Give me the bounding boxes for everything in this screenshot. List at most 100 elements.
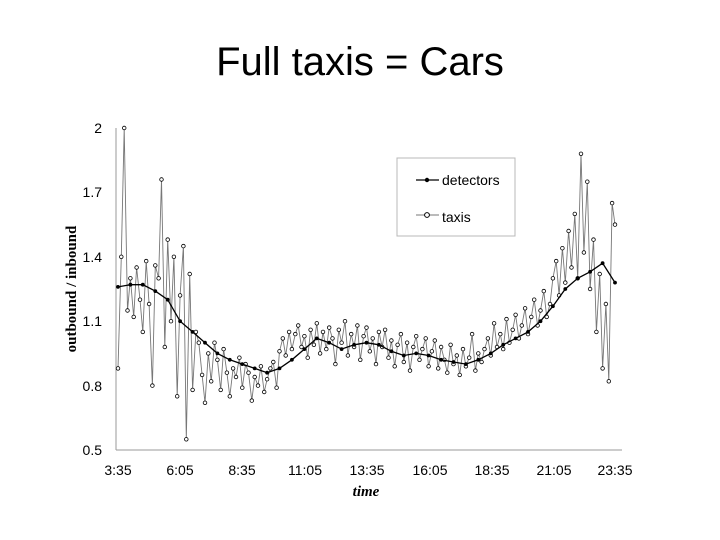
taxis-point [128,276,133,281]
taxis-point [249,398,254,403]
taxis-point [206,351,211,356]
taxis-point [140,329,145,335]
taxis-point [237,355,242,360]
taxis-point [606,379,611,384]
taxis-point [597,271,602,277]
detectors-point [314,336,319,341]
detectors-point [439,357,443,362]
taxis-point [327,325,332,330]
y-axis-title: outbound / inbound [64,225,80,352]
taxis-point [382,327,388,332]
taxis-point [504,316,509,322]
taxis-point [339,340,344,345]
taxis-point [420,346,425,352]
x-tick-label: 13:35 [349,462,384,478]
taxis-point [414,334,419,339]
taxis-point [501,346,506,352]
taxis-point [355,323,360,328]
taxis-point [289,346,295,352]
taxis-point [208,379,214,384]
taxis-point [498,331,503,337]
y-tick-label: 1.1 [83,313,103,329]
detectors-series-line [117,262,616,374]
taxis-point [376,329,382,335]
detectors-point [513,336,518,341]
taxis-point [143,258,149,264]
taxis-point [572,211,577,217]
taxis-point [159,177,164,182]
taxis-point [370,336,375,341]
taxis-point [137,297,143,302]
taxis-point [349,331,354,337]
detectors-point [265,370,269,375]
taxis-point [401,359,406,365]
detectors-point [364,340,369,345]
taxis-point [563,280,568,285]
taxis-point [190,387,195,393]
detectors-point [165,297,170,302]
detectors-point [290,357,294,362]
detectors-point [240,362,245,366]
taxis-point [473,368,478,373]
legend-detectors-marker [424,177,430,183]
detectors-point [203,340,207,345]
taxis-point [221,346,226,352]
taxis-point [333,361,338,367]
taxis-point [482,346,487,352]
detectors-point [352,342,356,347]
taxis-point [224,370,230,375]
taxis-point [612,222,618,227]
taxis-point [146,301,152,307]
detectors-point [116,285,120,289]
taxis-point [230,366,236,371]
taxis-point [233,374,239,380]
taxis-point [218,387,223,393]
taxis-point [212,340,217,345]
taxis-point [317,351,323,356]
taxis-point [519,323,524,328]
taxis-point [491,321,497,326]
taxis-point [115,366,121,371]
taxis-point [438,344,444,350]
y-tick-label: 1.7 [83,184,103,200]
taxis-series-line [117,127,616,440]
taxis-point [293,331,298,337]
detectors-point [227,357,232,362]
taxis-point [479,359,484,365]
taxis-point [246,370,251,375]
taxis-point [554,258,559,264]
taxis-point [585,179,590,184]
detectors-point [377,342,381,347]
taxis-point [392,364,397,369]
taxis-point [364,325,369,330]
taxis-point [407,368,413,373]
x-axis: 3:35 6:05 8:35 11:05 13:35 16:05 18:35 2… [104,449,633,478]
taxis-point [320,329,326,335]
taxis-point [134,265,139,270]
detectors-point [526,330,530,334]
taxis-point [280,336,285,341]
taxis-point [367,349,372,354]
taxis-point [131,314,136,320]
detectors-point [551,304,555,309]
legend-taxis-label: taxis [442,209,471,225]
taxis-point [165,237,170,242]
taxis-point [184,437,189,442]
taxis-point [196,340,201,345]
taxis-point [476,351,481,356]
taxis-point [252,374,257,380]
taxis-point [177,293,183,298]
legend: detectors taxis [396,157,516,237]
taxis-point [150,383,155,388]
y-tick-label: 0.5 [83,442,103,458]
taxis-point [153,263,158,268]
detectors-point [401,353,406,358]
taxis-point [125,308,130,313]
taxis-point [529,314,534,320]
taxis-point [202,400,208,405]
taxis-point [215,357,220,362]
taxis-point [168,319,174,324]
detectors-point [575,276,580,281]
taxis-point [227,394,232,399]
taxis-point [305,355,310,360]
